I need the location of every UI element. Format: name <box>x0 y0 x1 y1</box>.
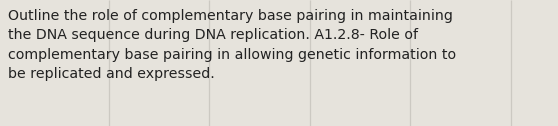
Text: Outline the role of complementary base pairing in maintaining
the DNA sequence d: Outline the role of complementary base p… <box>8 9 456 81</box>
